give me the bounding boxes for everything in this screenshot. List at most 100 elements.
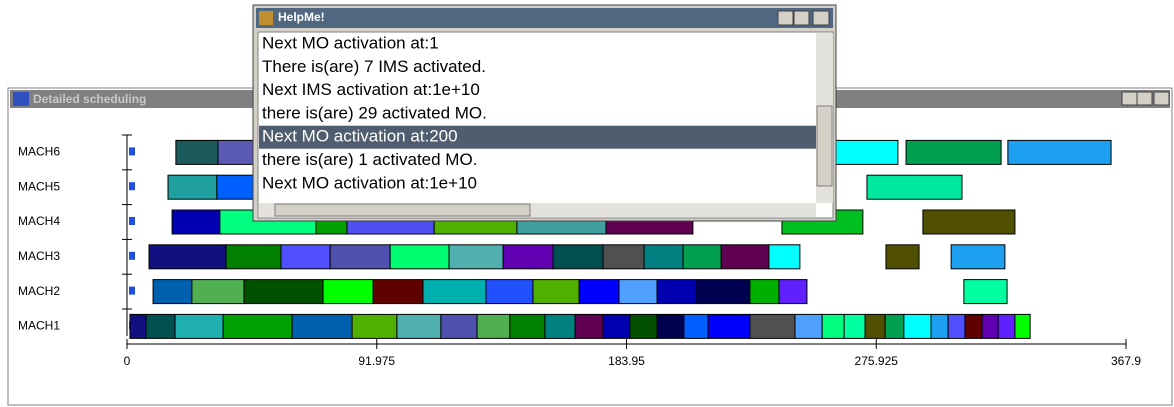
close-button[interactable] <box>1153 91 1170 106</box>
marker <box>129 286 135 295</box>
task-bar <box>225 244 282 270</box>
selection-highlight <box>259 125 816 149</box>
machine-label: MACH1 <box>18 319 60 333</box>
marker <box>129 182 135 191</box>
maximize-button[interactable] <box>793 10 810 26</box>
window-title: Detailed scheduling <box>33 92 146 106</box>
task-bar <box>329 244 391 270</box>
task-bar <box>884 313 905 339</box>
task-bar <box>291 313 353 339</box>
task-bar <box>485 279 534 305</box>
task-bar <box>749 279 780 305</box>
task-bar <box>152 279 193 305</box>
scroll-thumb[interactable] <box>816 105 833 187</box>
task-bar <box>148 244 227 270</box>
task-bar <box>578 279 620 305</box>
machine-label: MACH4 <box>18 214 60 228</box>
list-item: Next IMS activation at:1e+10 <box>262 80 480 99</box>
task-bar <box>602 313 631 339</box>
listbox[interactable] <box>257 31 834 219</box>
task-bar <box>372 279 424 305</box>
task-bar <box>768 244 801 270</box>
task-bar <box>1014 313 1031 339</box>
task-bar <box>280 244 331 270</box>
list-item: Next MO activation at:1e+10 <box>262 173 477 192</box>
x-tick-label: 91.975 <box>358 354 395 368</box>
task-bar <box>656 313 685 339</box>
task-bar <box>440 313 478 339</box>
task-bar <box>778 279 808 305</box>
task-bar <box>821 313 845 339</box>
task-bar <box>981 313 999 339</box>
marker <box>129 147 135 156</box>
task-bar <box>448 244 504 270</box>
task-bar <box>222 313 293 339</box>
marker <box>129 251 135 260</box>
list-item: there is(are) 29 activated MO. <box>262 103 487 122</box>
task-bar <box>964 313 983 339</box>
task-bar <box>602 244 645 270</box>
task-bar <box>129 313 147 339</box>
scroll-thumb[interactable] <box>274 203 531 217</box>
task-bar <box>720 244 770 270</box>
task-bar <box>544 313 576 339</box>
task-bar <box>629 313 658 339</box>
machine-label: MACH3 <box>18 249 60 263</box>
task-bar <box>351 313 398 339</box>
task-bar <box>191 279 245 305</box>
minimize-button[interactable] <box>1121 91 1138 106</box>
task-bar <box>997 313 1016 339</box>
task-bar <box>903 313 932 339</box>
task-bar <box>532 279 580 305</box>
dialog-title-bar <box>256 8 833 28</box>
list-item: There is(are) 7 IMS activated. <box>262 57 486 76</box>
list-item: Next MO activation at:200 <box>262 127 458 146</box>
dialog-title: HelpMe! <box>278 10 325 24</box>
task-bar <box>145 313 176 339</box>
x-tick-label: 183.95 <box>608 354 645 368</box>
task-bar <box>682 244 722 270</box>
x-tick-label: 367.9 <box>1111 354 1141 368</box>
task-bar <box>930 313 949 339</box>
task-bar <box>174 313 224 339</box>
x-tick-label: 0 <box>124 354 131 368</box>
task-bar <box>396 313 442 339</box>
maximize-button[interactable] <box>1136 91 1153 106</box>
machine-label: MACH5 <box>18 179 60 193</box>
task-bar <box>843 313 866 339</box>
close-button[interactable] <box>812 10 830 26</box>
task-bar <box>243 279 324 305</box>
task-bar <box>922 209 1016 235</box>
task-bar <box>574 313 604 339</box>
machine-label: MACH2 <box>18 284 60 298</box>
minimize-button[interactable] <box>777 10 794 26</box>
task-bar <box>476 313 511 339</box>
task-bar <box>1007 139 1112 165</box>
task-bar <box>389 244 450 270</box>
task-bar <box>885 244 920 270</box>
task-bar <box>947 313 966 339</box>
task-bar <box>643 244 684 270</box>
dialog-icon <box>259 11 273 25</box>
list-item: Next MO activation at:1 <box>262 33 439 52</box>
machine-label: MACH6 <box>18 145 60 159</box>
task-bar <box>422 279 487 305</box>
task-bar <box>502 244 554 270</box>
task-bar <box>167 174 218 200</box>
task-bar <box>696 279 751 305</box>
task-bar <box>683 313 709 339</box>
task-bar <box>618 279 658 305</box>
task-bar <box>866 174 963 200</box>
task-bar <box>322 279 374 305</box>
task-bar <box>707 313 751 339</box>
gantt-chart: 0 91.975 183.95 275.925 367.9 MACH6 MACH5 MACH4… <box>18 134 1141 368</box>
marker <box>129 217 135 225</box>
task-bar <box>656 279 698 305</box>
task-bar <box>794 313 823 339</box>
task-bar <box>749 313 796 339</box>
window-icon <box>13 92 29 106</box>
task-bar <box>864 313 886 339</box>
task-bar <box>963 279 1008 305</box>
task-bar <box>905 139 1002 165</box>
